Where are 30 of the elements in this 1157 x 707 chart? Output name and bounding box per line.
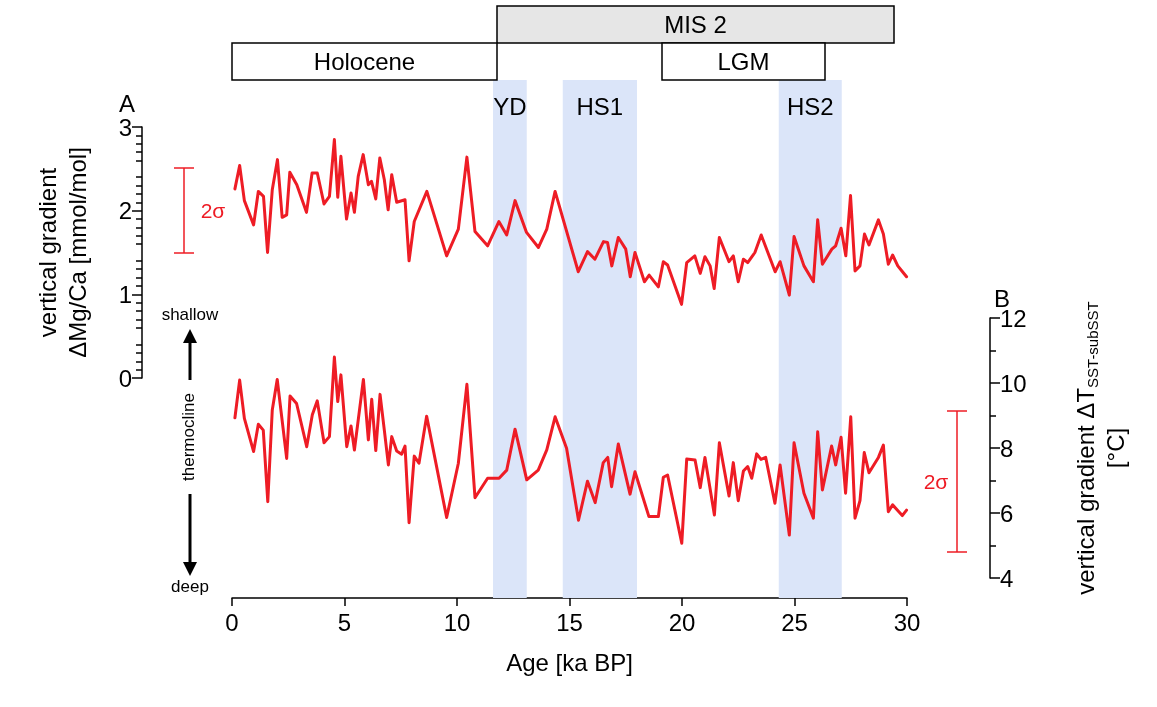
y-axis-title: vertical gradient ΔMg/Ca [mmol/mol] — [33, 147, 91, 358]
line-series — [233, 355, 909, 545]
x-axis-title: Age [ka BP] — [506, 648, 633, 676]
text: 2σ — [200, 199, 226, 222]
y2-tick-label: 4 — [1000, 564, 1014, 592]
y-tick-label: 2 — [118, 197, 132, 225]
band-label: HS1 — [576, 92, 624, 120]
text: thermocline — [179, 393, 199, 481]
y-tick-label: 1 — [118, 280, 132, 308]
text: MIS 2 — [664, 11, 727, 38]
text: 2σ — [923, 470, 949, 493]
y2-tick-label: 8 — [1000, 434, 1014, 462]
text: LGM — [717, 48, 770, 75]
x-tick-label: 5 — [337, 608, 352, 636]
text: vertical gradient ΔTSST-subSST [°C] — [1071, 301, 1129, 595]
text: shallow — [161, 305, 220, 324]
x-tick-label: 25 — [781, 608, 808, 636]
text: deep — [171, 577, 209, 596]
line-series — [233, 138, 909, 306]
y2-tick-label: 6 — [1000, 499, 1014, 527]
band-label: YD — [493, 92, 527, 120]
text: Holocene — [313, 48, 416, 75]
band-label: HS2 — [786, 92, 834, 120]
x-tick-label: 30 — [893, 608, 921, 636]
x-tick-label: 0 — [225, 608, 239, 636]
x-tick-label: 10 — [443, 608, 471, 636]
y-tick-label: 0 — [118, 364, 132, 392]
x-tick-label: 20 — [668, 608, 696, 636]
x-tick-label: 15 — [556, 608, 583, 636]
y2-tick-label: 10 — [1000, 369, 1027, 397]
